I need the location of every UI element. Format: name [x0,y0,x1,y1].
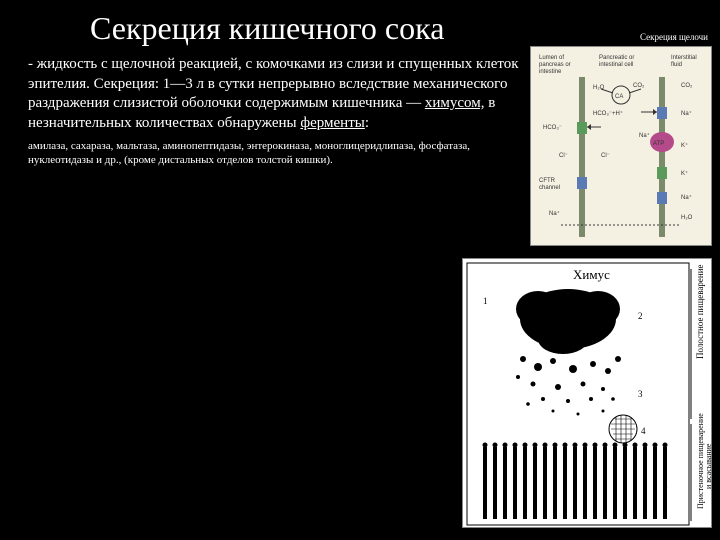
svg-text:K⁺: K⁺ [681,170,688,177]
left-membrane [579,77,585,237]
body-underline-enzymes: ферменты [300,115,364,131]
side-text-1: Полостное пищеварение [695,264,705,359]
svg-text:5: 5 [663,481,668,491]
svg-text:HCO₃⁻+H⁺: HCO₃⁻+H⁺ [593,110,623,117]
h2o-label: H₂O [593,85,605,91]
co2-label-2: CO₂ [681,83,693,89]
interstitial-label: Interstitial [671,55,697,61]
hco3-label: HCO₃⁻ [543,125,562,131]
side-label: Секреция щелочи [640,32,708,42]
diagram-cell-secretion: Lumen of pancreas or intestine Pancreati… [530,46,712,246]
channel-2 [657,167,667,179]
k-label-1: K⁺ [681,142,688,149]
body-underline-himus: химусом, [425,95,485,111]
svg-text:fluid: fluid [671,62,682,68]
svg-text:Cl⁻: Cl⁻ [601,153,610,159]
ca-label: CA [615,94,623,100]
na-label-1: Na⁺ [681,110,692,117]
cftr-label: CFTR [539,178,556,184]
svg-text:intestine: intestine [539,69,562,75]
diagram-chymus: Химус 1 2 3 4 [462,258,712,528]
lumen-label: Lumen of [539,55,564,61]
svg-text:Na⁺: Na⁺ [549,210,560,217]
right-membrane [659,77,665,237]
svg-text:4: 4 [641,426,646,436]
channel-3 [657,192,667,204]
atp-label: ATP [653,141,664,147]
cell-label: Pancreatic or [599,55,634,61]
himus-label: Химус [573,267,610,282]
channel-left-1 [577,122,587,134]
cftr-channel-icon [577,177,587,189]
svg-text:3: 3 [638,389,643,399]
svg-text:Na⁺: Na⁺ [681,194,692,201]
channel-1 [657,107,667,119]
body-text-3: : [365,115,369,131]
svg-text:intestinal cell: intestinal cell [599,62,633,68]
svg-text:1: 1 [483,296,488,306]
svg-text:Na⁺: Na⁺ [639,132,650,139]
svg-text:channel: channel [539,185,560,191]
svg-text:H₂O: H₂O [681,215,693,221]
hatched-sphere [609,415,637,443]
cl-label-1: Cl⁻ [559,153,568,159]
co2-label-1: CO₂ [633,83,645,89]
svg-text:2: 2 [638,311,643,321]
side-text-3: и всасывание [704,443,713,489]
svg-text:pancreas or: pancreas or [539,62,571,68]
